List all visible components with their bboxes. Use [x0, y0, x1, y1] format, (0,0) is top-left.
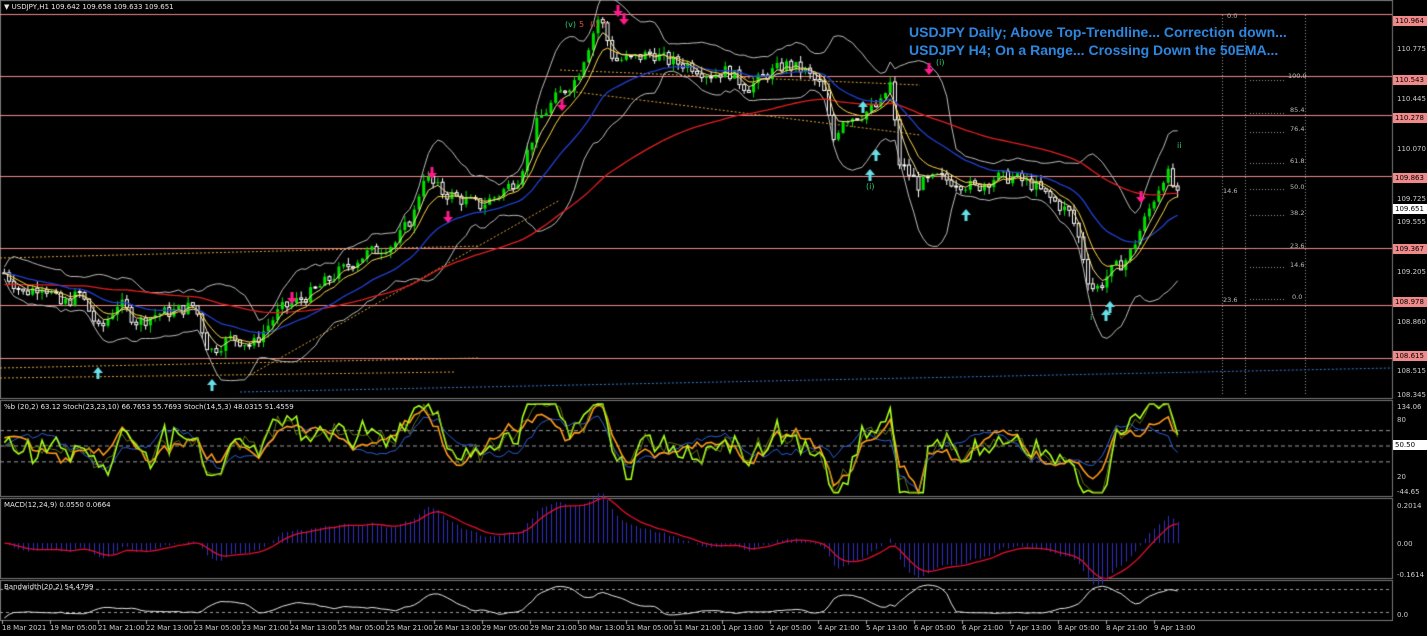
macd-tick: 0.00 [1397, 540, 1413, 548]
wave-label: i [1090, 313, 1093, 322]
wave-label: ii [1177, 141, 1182, 150]
oscillator-header: %b (20,2) 63.12 Stoch(23,23,10) 66.7653 … [4, 403, 294, 411]
price-label-hline: 109.863 [1393, 173, 1427, 183]
time-tick: 5 Apr 13:00 [866, 624, 908, 632]
fib-label: 14.6 [1223, 187, 1238, 195]
time-tick: 29 Mar 21:00 [530, 624, 577, 632]
time-tick: 22 Mar 13:00 [146, 624, 193, 632]
time-tick: 31 Mar 21:00 [674, 624, 721, 632]
fib-label: 100.0 [1288, 72, 1307, 80]
osc-tick: 80 [1397, 416, 1406, 424]
time-tick: 18 Mar 2021 [2, 624, 47, 632]
caret-down-icon: ▼ [4, 3, 10, 11]
time-tick: 7 Apr 13:00 [1010, 624, 1052, 632]
time-tick: 4 Apr 21:00 [818, 624, 860, 632]
fib-label: 23.6 [1290, 242, 1305, 250]
fib-label: 38.2 [1290, 209, 1305, 217]
time-tick: 1 Apr 13:00 [722, 624, 764, 632]
bandwidth-header: Bandwidth(20,2) 54.4799 [4, 583, 94, 591]
price-label-hline: 110.964 [1393, 16, 1427, 26]
time-tick: 6 Apr 05:00 [914, 624, 956, 632]
wave-label: (i) [866, 182, 875, 191]
fib-label: 0.0 [1292, 293, 1303, 301]
price-tick: 109.725 [1397, 195, 1426, 203]
wave-label: (v) [565, 20, 576, 29]
fib-label: 23.6 [1223, 296, 1238, 304]
time-tick: 26 Mar 13:00 [434, 624, 481, 632]
annotation-h4: USDJPY H4; On a Range... Crossing Down t… [909, 42, 1279, 58]
macd-tick: -0.1614 [1397, 571, 1425, 579]
time-tick: 6 Apr 21:00 [962, 624, 1004, 632]
price-label-hline: 110.543 [1393, 75, 1427, 85]
time-tick: 19 Mar 05:00 [50, 624, 97, 632]
price-label-hline: 109.367 [1393, 244, 1427, 254]
time-tick: 8 Apr 21:00 [1106, 624, 1148, 632]
price-label-hline: 108.978 [1393, 297, 1427, 307]
price-tick: 110.445 [1397, 95, 1426, 103]
wave-label: 5 [579, 20, 585, 29]
bw-tick: 0.0 [1397, 611, 1409, 619]
price-tick: 109.205 [1397, 268, 1426, 276]
time-tick: 25 Mar 21:00 [386, 624, 433, 632]
price-tick: 108.515 [1397, 367, 1426, 375]
fib-label: 50.0 [1290, 183, 1305, 191]
fib-label: 14.6 [1290, 261, 1305, 269]
time-tick: 21 Mar 21:00 [98, 624, 145, 632]
osc-tick: -44.65 [1397, 488, 1420, 496]
time-tick: 23 Mar 05:00 [194, 624, 241, 632]
time-tick: 9 Apr 13:00 [1154, 624, 1196, 632]
wave-label: ? [603, 20, 608, 29]
macd-header: MACD(12,24,9) 0.0550 0.0664 [4, 501, 111, 509]
time-tick: 30 Mar 13:00 [578, 624, 625, 632]
fib-label: 0.0 [1227, 12, 1238, 20]
price-label-current: 109.651 [1393, 204, 1427, 214]
fib-label: 61.8 [1290, 157, 1305, 165]
time-tick: 23 Mar 21:00 [242, 624, 289, 632]
price-tick: 108.860 [1397, 318, 1426, 326]
price-tick: 110.070 [1397, 145, 1426, 153]
main-chart-header: ▼ USDJPY,H1 109.642 109.658 109.633 109.… [4, 3, 174, 11]
time-tick: 24 Mar 13:00 [290, 624, 337, 632]
price-label-hline: 108.615 [1393, 351, 1427, 361]
time-tick: 31 Mar 05:00 [626, 624, 673, 632]
macd-tick: 0.2014 [1397, 502, 1422, 510]
time-tick: 2 Apr 05:00 [770, 624, 812, 632]
price-tick: 110.775 [1397, 45, 1426, 53]
price-tick: 108.345 [1397, 391, 1426, 399]
price-tick: 109.555 [1397, 218, 1426, 226]
fib-label: 85.4 [1290, 106, 1305, 114]
osc-current: 50.50 [1393, 440, 1427, 450]
osc-tick: 134.06 [1397, 403, 1422, 411]
annotation-daily: USDJPY Daily; Above Top-Trendline... Cor… [909, 24, 1287, 40]
time-tick: 29 Mar 05:00 [482, 624, 529, 632]
main-header-text: USDJPY,H1 109.642 109.658 109.633 109.65… [11, 3, 174, 11]
time-tick: 8 Apr 05:00 [1058, 624, 1100, 632]
price-label-hline: 110.278 [1393, 113, 1427, 123]
osc-tick: 20 [1397, 473, 1406, 481]
wave-label: (i) [936, 58, 945, 67]
wave-label: (i) [590, 20, 599, 29]
time-tick: 25 Mar 05:00 [338, 624, 385, 632]
fib-label: 76.4 [1290, 125, 1305, 133]
